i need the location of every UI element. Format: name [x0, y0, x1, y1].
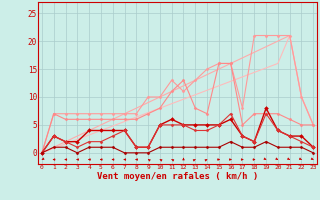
X-axis label: Vent moyen/en rafales ( km/h ): Vent moyen/en rafales ( km/h ): [97, 172, 258, 181]
